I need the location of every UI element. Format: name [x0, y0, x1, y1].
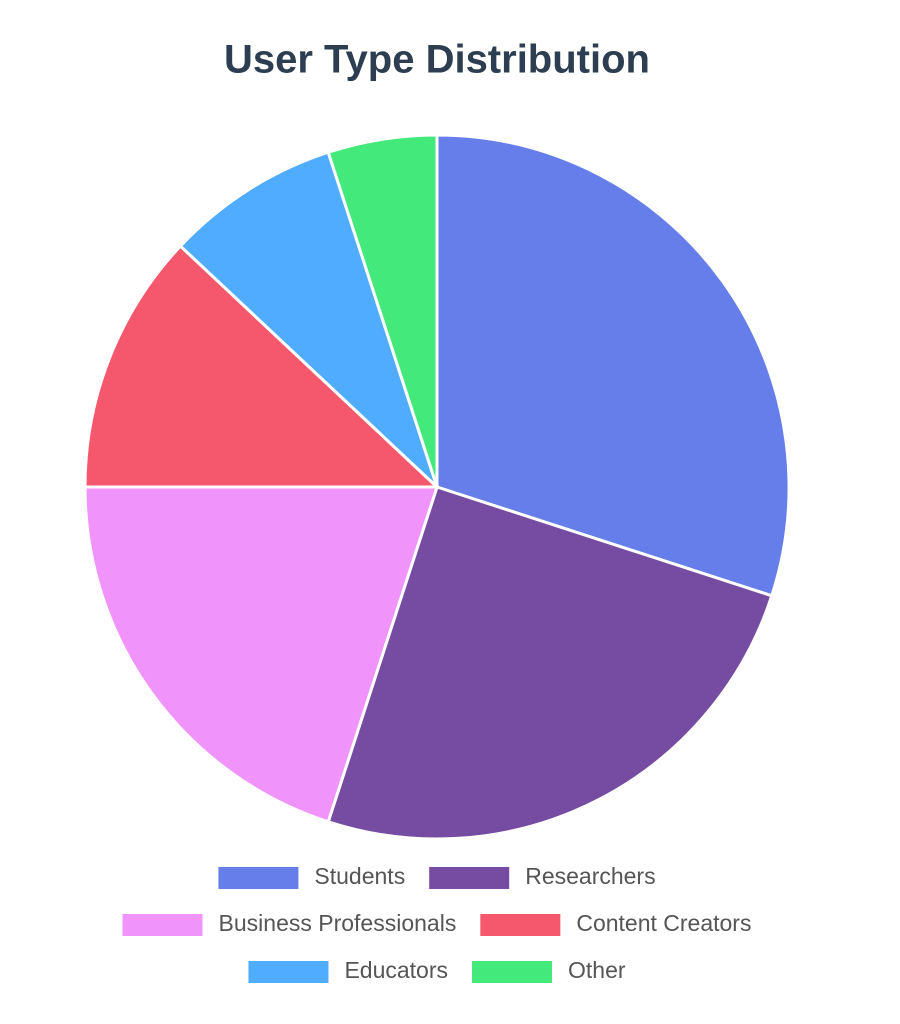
- legend-swatch: [480, 914, 561, 936]
- legend-label: Content Creators: [576, 910, 751, 936]
- pie-slice: [435, 133, 791, 598]
- legend-swatch: [248, 961, 329, 983]
- legend-swatch: [122, 914, 203, 936]
- legend-swatch: [429, 867, 510, 889]
- pie-slice: [178, 150, 439, 489]
- legend-label: Business Professionals: [219, 910, 457, 936]
- legend-row: Business Professionals Content Creators: [122, 910, 751, 936]
- pie-slice: [326, 485, 774, 841]
- pie-slice: [83, 485, 440, 824]
- legend-swatch: [472, 961, 553, 983]
- chart-title: User Type Distribution: [224, 38, 650, 82]
- legend-row: Educators Other: [248, 957, 626, 983]
- legend-label: Educators: [344, 957, 448, 983]
- pie-slice: [326, 133, 439, 488]
- legend-label: Students: [314, 863, 405, 889]
- legend-label: Researchers: [525, 863, 655, 889]
- pie-slice: [83, 243, 441, 489]
- legend-swatch: [218, 867, 299, 889]
- legend-label: Other: [568, 957, 626, 983]
- legend-row: Students Researchers: [218, 863, 656, 889]
